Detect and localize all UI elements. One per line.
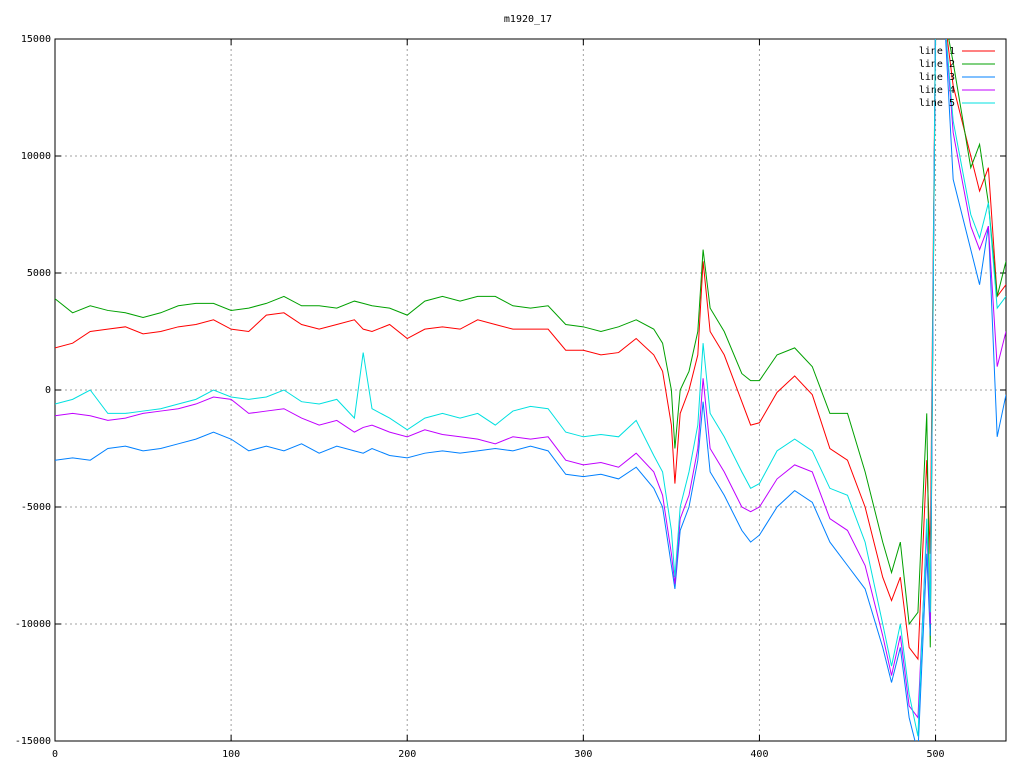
data-line xyxy=(55,39,1006,661)
chart-title: m1920_17 xyxy=(504,14,552,25)
x-tick-label: 0 xyxy=(52,749,58,760)
x-tick-label: 100 xyxy=(222,749,240,760)
legend-label: line 5 xyxy=(919,98,955,109)
legend-label: line 2 xyxy=(919,59,955,70)
y-tick-label: 10000 xyxy=(21,151,51,162)
x-tick-label: 500 xyxy=(927,749,945,760)
y-tick-label: 5000 xyxy=(27,268,51,279)
y-tick-label: 15000 xyxy=(21,34,51,45)
data-line xyxy=(55,39,1006,648)
data-line xyxy=(55,39,1006,737)
y-tick-label: -5000 xyxy=(21,502,51,513)
legend-label: line 3 xyxy=(919,72,955,83)
x-tick-label: 300 xyxy=(574,749,592,760)
x-tick-label: 400 xyxy=(750,749,768,760)
y-tick-label: 0 xyxy=(45,385,51,396)
x-tick-label: 200 xyxy=(398,749,416,760)
legend-label: line 4 xyxy=(919,85,955,96)
y-tick-label: -10000 xyxy=(15,619,51,630)
plot-frame xyxy=(54,38,1007,742)
data-line xyxy=(55,39,1006,720)
legend-label: line 1 xyxy=(919,46,955,57)
y-tick-label: -15000 xyxy=(15,736,51,747)
data-line xyxy=(55,39,1006,741)
